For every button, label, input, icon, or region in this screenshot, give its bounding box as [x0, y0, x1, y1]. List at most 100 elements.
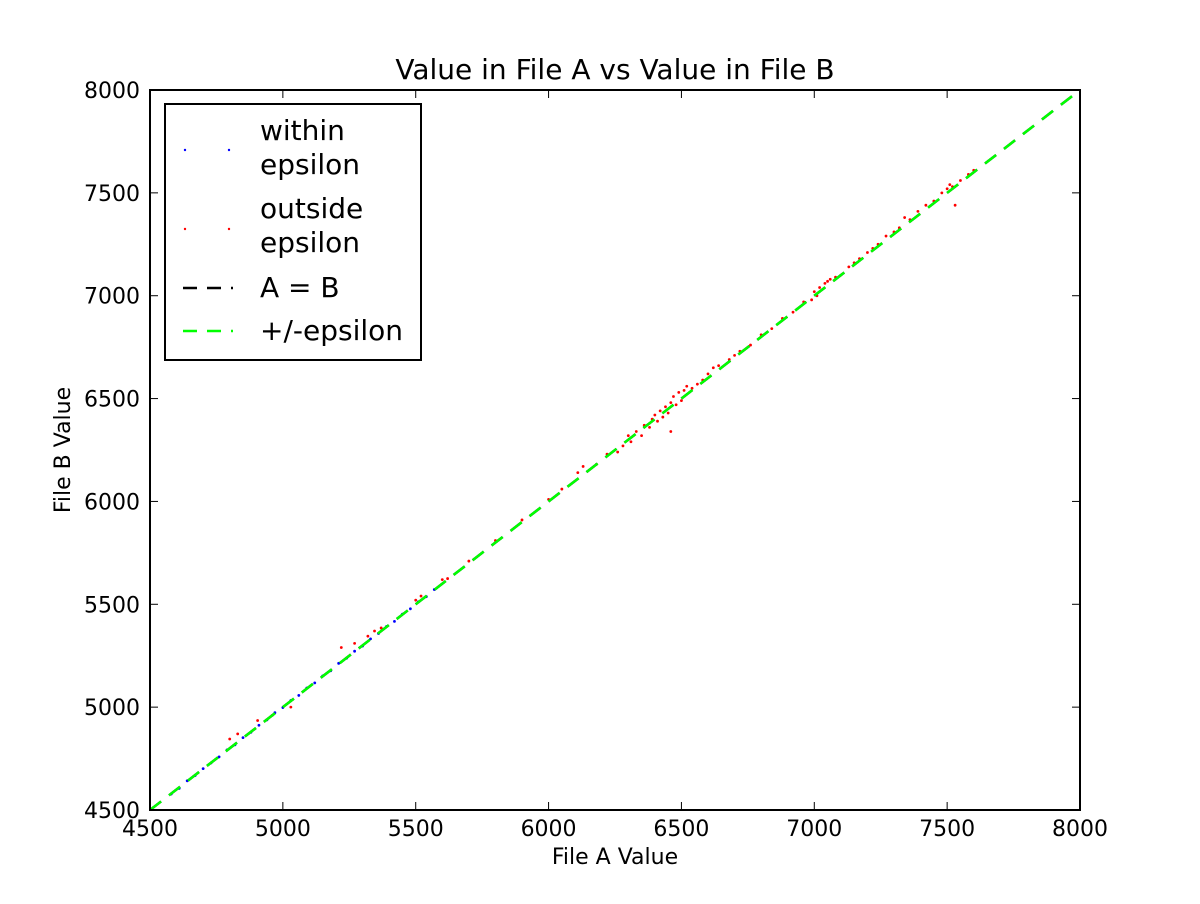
x-tick-label: 7000 [786, 817, 842, 842]
data-point [884, 234, 888, 238]
x-tick-label: 5500 [388, 817, 444, 842]
data-point [695, 382, 699, 386]
data-point [581, 465, 585, 468]
y-tick-label: 7000 [84, 285, 140, 310]
x-tick-label: 6500 [653, 817, 709, 842]
data-point [924, 203, 928, 207]
legend-marker-within-1 [183, 148, 187, 152]
chart-title: Value in File A vs Value in File B [395, 53, 834, 86]
data-point [658, 409, 662, 413]
x-tick-label: 5000 [255, 817, 311, 842]
data-point [409, 607, 412, 611]
legend: within epsilon outside epsilon A = B +/-… [164, 103, 422, 361]
x-tick-label: 7500 [919, 817, 975, 842]
plot-area [149, 89, 1081, 811]
data-point [664, 405, 667, 409]
legend-marker-outside-1 [183, 227, 187, 231]
data-point [706, 372, 710, 376]
data-point [682, 388, 686, 392]
y-tick-label: 4500 [84, 799, 140, 824]
data-point [653, 413, 657, 417]
data-point [339, 646, 343, 649]
y-tick-label: 6500 [84, 388, 140, 413]
data-point [414, 598, 418, 602]
x-tick-label: 4500 [122, 817, 178, 842]
series-points-1 [228, 168, 976, 741]
data-point [337, 661, 341, 665]
y-tick-label: 8000 [84, 79, 140, 104]
y-axis-ticks: 4500 5000 5500 6000 6500 7000 7500 8000 [84, 79, 1080, 824]
data-point [770, 327, 774, 331]
data-point [467, 559, 471, 563]
y-tick-label: 6000 [84, 490, 140, 515]
data-point [916, 209, 920, 213]
legend-label-outside-line2: epsilon [260, 226, 360, 259]
data-point [648, 425, 651, 429]
data-point [256, 719, 260, 722]
data-point [666, 411, 670, 415]
data-point [818, 286, 821, 289]
data-point [733, 353, 736, 357]
data-point [810, 298, 814, 302]
y-tick-label: 7500 [84, 182, 140, 207]
data-point [823, 281, 827, 285]
data-point [257, 723, 261, 727]
data-point [373, 629, 376, 633]
legend-label-within-line2: epsilon [260, 148, 360, 181]
data-point [711, 366, 715, 370]
data-point [948, 183, 952, 187]
data-point [828, 277, 832, 281]
data-point [661, 415, 665, 419]
data-point [677, 391, 681, 394]
data-point [826, 279, 829, 283]
data-point [749, 343, 752, 347]
plot-frame [149, 89, 1081, 811]
data-point [847, 265, 851, 269]
y-tick-label: 5500 [84, 593, 140, 618]
data-point [866, 251, 869, 254]
data-point [366, 634, 370, 638]
data-point [672, 395, 675, 398]
data-point [634, 430, 638, 433]
data-point [616, 450, 620, 454]
y-axis-label: File B Value [51, 387, 76, 513]
legend-label-a-equals-b: A = B [260, 271, 340, 304]
data-point [419, 594, 423, 598]
data-point [369, 637, 372, 641]
x-tick-label: 8000 [1052, 817, 1108, 842]
legend-label-within-line1: within [260, 114, 345, 147]
data-point [297, 694, 301, 697]
x-tick-label: 6000 [521, 817, 577, 842]
legend-label-outside-line1: outside [260, 192, 363, 225]
data-point [289, 705, 293, 709]
data-point [241, 736, 245, 739]
data-point [640, 434, 643, 437]
data-point [690, 386, 694, 390]
data-point [680, 399, 683, 403]
data-point [953, 203, 957, 207]
data-point [945, 187, 949, 191]
data-point [629, 440, 633, 444]
data-point [576, 471, 580, 475]
data-point [440, 578, 444, 581]
data-point [560, 487, 564, 491]
data-point [656, 419, 659, 423]
data-point [685, 384, 689, 388]
data-point [940, 191, 944, 195]
data-point [717, 364, 721, 368]
data-point [669, 430, 673, 433]
legend-box [164, 103, 422, 361]
data-point [217, 755, 221, 759]
data-point [393, 619, 396, 623]
legend-marker-outside-2 [227, 227, 231, 231]
legend-label-epsilon: +/-epsilon [260, 314, 403, 347]
data-point [791, 310, 795, 314]
x-axis-ticks: 4500 5000 5500 6000 6500 7000 7500 8000 [122, 90, 1108, 842]
data-point [520, 518, 524, 522]
series-line-3 [149, 89, 1081, 811]
data-point [353, 649, 356, 653]
data-point [669, 401, 673, 405]
data-point [228, 737, 232, 741]
